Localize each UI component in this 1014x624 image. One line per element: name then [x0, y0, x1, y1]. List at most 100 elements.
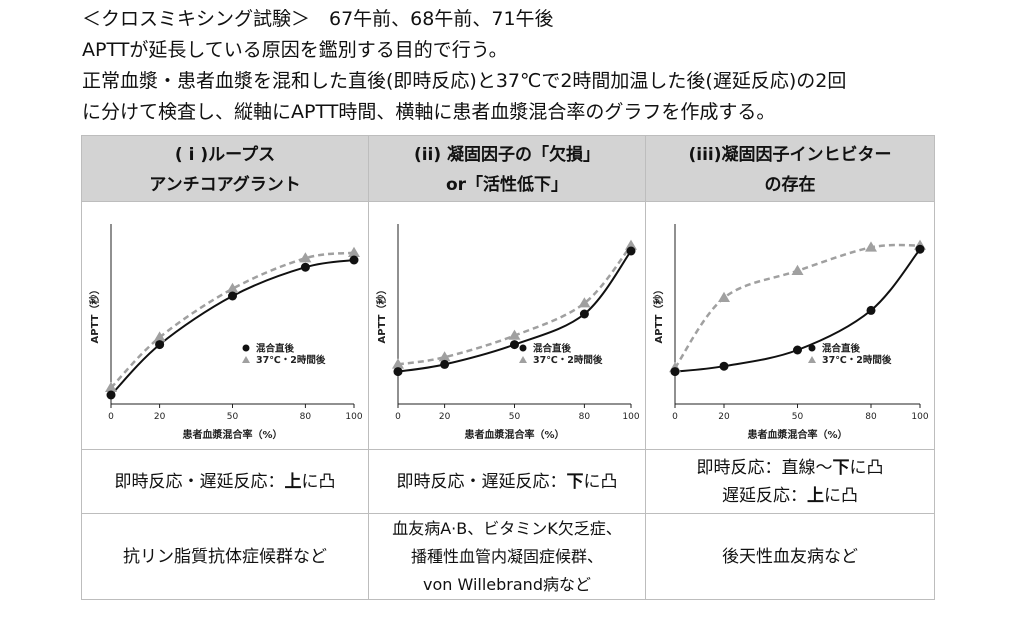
x-tick-label: 50: [227, 412, 239, 422]
finding-text: に凸: [849, 457, 884, 478]
x-tick-label: 80: [865, 412, 877, 422]
delayed-point: [865, 241, 877, 252]
immediate-point: [626, 246, 636, 256]
finding-line: 即時反応・遅延反応：上に凸: [82, 468, 368, 496]
finding-text: に凸: [583, 471, 618, 492]
x-tick-label: 0: [395, 412, 401, 422]
header-line: (ii) 凝固因子の「欠損」: [413, 144, 601, 165]
example-line: 抗リン脂質抗体症候群など: [123, 546, 327, 567]
x-axis-label: 患者血漿混合率（%）: [464, 428, 564, 441]
intro-line-1: ＜クロスミキシング試験＞ 67午前、68午前、71午後: [82, 8, 554, 30]
legend-delayed-marker: [519, 356, 527, 363]
example-line: von Willebrand病など: [423, 574, 591, 594]
legend-immediate-marker: [242, 344, 250, 352]
finding-text: 即時反応・遅延反応：: [114, 471, 285, 492]
legend-immediate-label: 混合直後: [533, 343, 572, 355]
immediate-point: [440, 359, 450, 369]
immediate-point: [915, 244, 925, 254]
x-tick-label: 0: [108, 412, 114, 422]
header-factor-inhibitor: (iii)凝固因子インヒビター の存在: [645, 135, 935, 202]
immediate-point: [579, 309, 589, 319]
delayed-point: [348, 246, 360, 257]
finding-line: 即時反応・遅延反応：下に凸: [369, 468, 645, 496]
header-line: の存在: [764, 174, 816, 195]
x-tick-label: 80: [300, 412, 312, 422]
header-factor-deficiency: (ii) 凝固因子の「欠損」 or「活性低下」: [368, 135, 646, 202]
finding-bold: 下: [832, 457, 850, 478]
delayed-point: [578, 297, 591, 308]
chart-cell-2: 0 20 50 80 100 APTT（秒） 患者血漿混合率（%） 混合直後 37℃・2時間後: [368, 201, 646, 450]
comparison-table: ( i )ループス アンチコアグラント (ii) 凝固因子の「欠損」 or「活性…: [81, 135, 935, 600]
immediate-point: [300, 262, 310, 272]
immediate-point: [670, 367, 680, 377]
legend-delayed-marker: [242, 356, 250, 363]
series-immediate-line: [397, 250, 632, 373]
finding-2: 即時反応・遅延反応：下に凸: [368, 449, 646, 514]
example-line: 播種性血管内凝固症候群、: [410, 546, 603, 566]
immediate-point: [866, 305, 876, 315]
x-tick-label: 20: [718, 412, 730, 422]
delayed-point: [625, 239, 637, 250]
x-tick-label: 20: [154, 412, 166, 422]
delayed-point: [299, 252, 312, 263]
legend-delayed-label: 37℃・2時間後: [256, 354, 326, 366]
examples-row: 抗リン脂質抗体症候群など 血友病A·B、ビタミンK欠乏症、 播種性血管内凝固症候…: [81, 513, 935, 600]
legend-delayed-marker: [808, 356, 816, 363]
chart-cell-3: 0 20 50 80 100 APTT（秒） 患者血漿混合率（%） 混合直後 37℃・2時間後: [645, 201, 935, 450]
chart-row: 0 20 50 80 100 APTT（秒） 患者血漿混合率（%） 混合直後 37℃・2時間後 …: [81, 201, 935, 450]
y-axis-label: APTT（秒）: [375, 285, 388, 344]
finding-text: 即時反応・遅延反応：: [396, 471, 567, 492]
finding-1: 即時反応・遅延反応：上に凸: [81, 449, 369, 514]
header-lupus-anticoagulant: ( i )ループス アンチコアグラント: [81, 135, 369, 202]
header-row: ( i )ループス アンチコアグラント (ii) 凝固因子の「欠損」 or「活性…: [81, 135, 935, 202]
header-line: or「活性低下」: [445, 174, 569, 195]
delayed-point: [153, 331, 166, 342]
intro-line-2: APTTが延長している原因を鑑別する目的で行う。: [82, 39, 508, 61]
x-tick-label: 100: [345, 412, 362, 422]
immediate-point: [793, 345, 802, 355]
example-2: 血友病A·B、ビタミンK欠乏症、 播種性血管内凝固症候群、 von Willeb…: [368, 513, 646, 600]
x-tick-label: 0: [672, 412, 678, 422]
immediate-point: [719, 361, 729, 371]
intro-line-4: に分けて検査し、縦軸にAPTT時間、横軸に患者血漿混合率のグラフを作成する。: [82, 101, 776, 123]
x-tick-label: 50: [792, 412, 804, 422]
delayed-point: [226, 282, 239, 293]
finding-text: に凸: [824, 485, 858, 506]
immediate-point: [393, 367, 403, 377]
finding-text: 遅延反応：: [722, 485, 807, 506]
example-line: 血友病A·B、ビタミンK欠乏症、: [392, 518, 622, 538]
y-axis-label: APTT（秒）: [652, 285, 665, 344]
findings-row: 即時反応・遅延反応：上に凸 即時反応・遅延反応：下に凸 即時反応：直線〜下に凸 …: [81, 449, 935, 514]
header-line: アンチコアグラント: [149, 174, 301, 195]
finding-3: 即時反応：直線〜下に凸 遅延反応：上に凸: [645, 449, 935, 514]
x-tick-label: 100: [622, 412, 639, 422]
example-1: 抗リン脂質抗体症候群など: [81, 513, 369, 600]
chart-cell-1: 0 20 50 80 100 APTT（秒） 患者血漿混合率（%） 混合直後 37℃・2時間後: [81, 201, 369, 450]
immediate-point: [228, 291, 237, 301]
legend-immediate-label: 混合直後: [256, 343, 295, 355]
finding-text: に凸: [301, 471, 336, 492]
x-tick-label: 100: [911, 412, 928, 422]
header-line: (iii)凝固因子インヒビター: [688, 144, 892, 165]
immediate-point: [510, 340, 519, 350]
legend-delayed-label: 37℃・2時間後: [822, 354, 892, 366]
finding-text: 即時反応：直線〜: [696, 457, 833, 478]
intro-line-3: 正常血漿・患者血漿を混和した直後(即時反応)と37℃で2時間加温した後(遅延反応…: [82, 70, 847, 92]
delayed-point: [438, 351, 451, 362]
immediate-point: [349, 255, 359, 265]
header-line: ( i )ループス: [174, 144, 276, 165]
finding-bold: 上: [284, 471, 302, 492]
immediate-point: [106, 390, 116, 400]
x-axis-label: 患者血漿混合率（%）: [182, 428, 282, 441]
x-tick-label: 50: [509, 412, 521, 422]
finding-line: 遅延反応：上に凸: [646, 482, 934, 510]
series-delayed-line: [110, 251, 355, 389]
y-axis-label: APTT（秒）: [88, 285, 101, 344]
legend-delayed-label: 37℃・2時間後: [533, 354, 603, 366]
legend-immediate-marker: [808, 344, 816, 352]
finding-bold: 下: [566, 471, 584, 492]
delayed-point: [392, 358, 404, 369]
delayed-point: [718, 291, 730, 302]
